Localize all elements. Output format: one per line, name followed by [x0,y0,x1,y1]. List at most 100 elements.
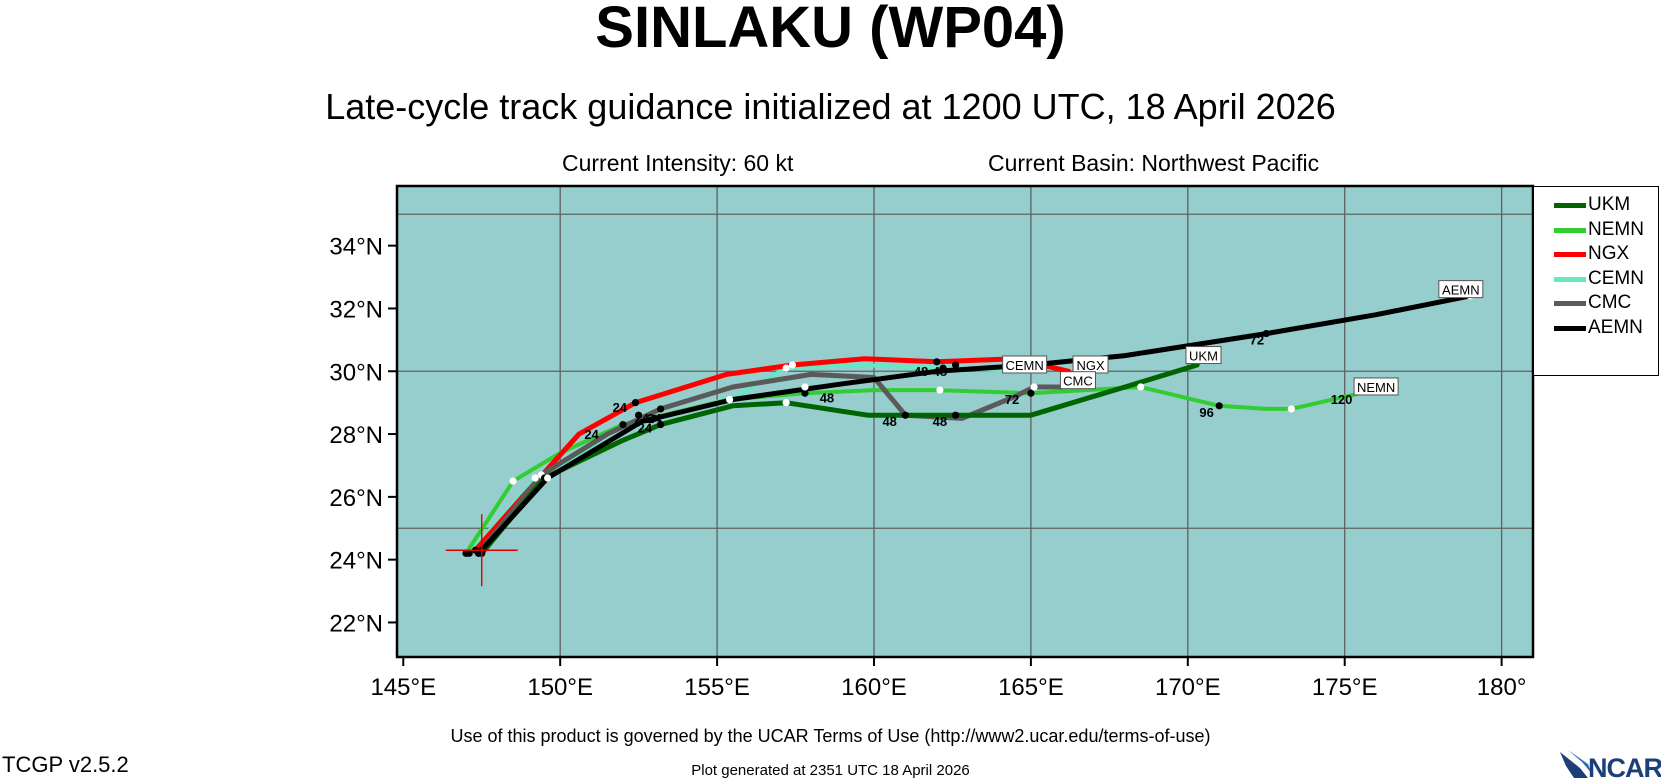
track-point-cemn [635,411,643,419]
track-point-ngx [631,399,640,407]
current-intensity: Current Intensity: 60 kt [562,150,794,176]
forecast-hour-label: 48 [820,391,834,406]
x-tick-label: 155°E [684,674,750,701]
legend-swatch [1554,301,1586,307]
track-point-nemn [509,477,517,485]
model-tag-box [1059,371,1096,390]
track-point-nemn [801,389,809,397]
x-tick-label: 180° [1477,674,1527,701]
y-tick-label: 24°N [329,548,383,575]
map-gridlines [397,186,1533,657]
legend-label: CEMN [1588,267,1644,289]
track-point-ukm [951,411,960,419]
map-frame [395,184,1535,659]
track-point-aemn [650,414,658,422]
model-tag-text: AEMN [1442,283,1480,298]
forecast-hour-label: 96 [1199,405,1213,420]
version-label: TCGP v2.5.2 [2,752,129,777]
x-tick-label: 160°E [841,674,907,701]
terms-of-use-notice: Use of this product is governed by the U… [450,726,1211,746]
model-tag-nemn: NEMN [1353,377,1399,396]
forecast-hour-label: 72 [1250,333,1264,348]
forecast-hour-label: 48 [914,364,928,379]
track-point-nemn [1027,389,1035,397]
track-point-nemn [1215,402,1223,410]
page-title: SINLAKU (WP04) [595,0,1066,60]
track-point-cemn [782,364,790,372]
legend-item-nemn: NEMN [1534,218,1658,242]
track-point-cmc [657,405,665,413]
track-nemn [464,385,1363,556]
y-tick-label: 26°N [329,485,383,512]
legend-label: AEMN [1588,317,1643,338]
legend-swatch [1554,276,1586,282]
track-point-cmc [901,411,909,419]
model-legend: UKM NEMN NGX CEMN CMC AEMN [1533,186,1659,376]
track-point-cemn [531,474,539,482]
legend-label: NEMN [1588,218,1644,240]
y-tick-label: 30°N [329,359,383,386]
page-subtitle: Late-cycle track guidance initialized at… [325,86,1336,127]
model-tag-box [1353,377,1399,396]
current-storm-position [445,514,518,587]
track-point-aemn [1262,329,1270,338]
legend-label: UKM [1588,194,1631,215]
forecast-hour-label: 24 [584,427,599,442]
track-ngx [473,356,1072,553]
plot-generated-timestamp: Plot generated at 2351 UTC 18 April 2026 [691,762,970,779]
forecast-tracks [462,292,1474,557]
track-point-nemn [619,421,627,429]
model-tag-text: CMC [1063,374,1093,389]
model-tag-aemn: AEMN [1438,280,1484,299]
map-ocean [396,185,1534,658]
legend-swatch [1554,203,1586,208]
y-tick-label: 32°N [329,296,383,323]
x-tick-label: 175°E [1312,674,1378,701]
legend-swatch [1554,326,1586,331]
x-tick-label: 170°E [1155,674,1221,701]
track-point-nemn [1137,383,1145,391]
y-tick-label: 22°N [329,610,383,637]
model-tag-text: NGX [1076,358,1105,373]
track-point-aemn [951,361,960,369]
ncar-logo: NCAR [1560,750,1661,780]
forecast-hour-label: 24 [638,420,653,435]
track-cmc [476,371,1065,556]
track-point-cmc [1030,383,1038,391]
y-tick-label: 34°N [329,234,383,261]
legend-item-cemn: CEMN [1534,267,1658,291]
forecast-hour-label: 72 [1005,392,1019,407]
track-point-cemn [939,364,947,372]
forecast-hour-label: 120 [1331,392,1353,407]
legend-item-ukm: UKM [1534,193,1658,217]
track-point-nemn [462,549,470,557]
model-tag-text: CEMN [1005,358,1043,373]
model-tag-box [1185,346,1222,365]
model-tag-box [1002,355,1048,374]
legend-item-cmc: CMC [1534,291,1658,315]
track-point-ukm [782,399,790,407]
legend-swatch [1554,227,1586,233]
track-point-ukm [657,421,665,429]
legend-swatch [1554,252,1586,258]
legend-label: NGX [1588,243,1630,265]
x-tick-label: 165°E [998,674,1064,701]
forecast-hour-label: 48 [933,414,947,429]
track-point-nemn [726,395,734,404]
model-tag-cmc: CMC [1059,371,1096,390]
model-tag-ngx: NGX [1072,355,1109,374]
forecast-hour-label: 48 [882,414,896,429]
forecast-hour-label: 24 [613,400,628,415]
forecast-hour-label: 24 [647,411,662,426]
track-aemn [479,293,1473,553]
model-tag-text: NEMN [1357,380,1395,395]
legend-item-aemn: AEMN [1534,316,1658,340]
track-map: 145°E 150°E 155°E 160°E 165°E 170°E 175°E 180° 2… [329,184,1535,701]
track-point-nemn [936,386,944,394]
svg-text:NCAR: NCAR [1588,753,1661,780]
map-axis-ticks: 145°E 150°E 155°E 160°E 165°E 170°E 175°E 180° 2… [329,234,1526,701]
model-tag-ukm: UKM [1185,346,1222,365]
track-point-nemn [1287,405,1295,413]
